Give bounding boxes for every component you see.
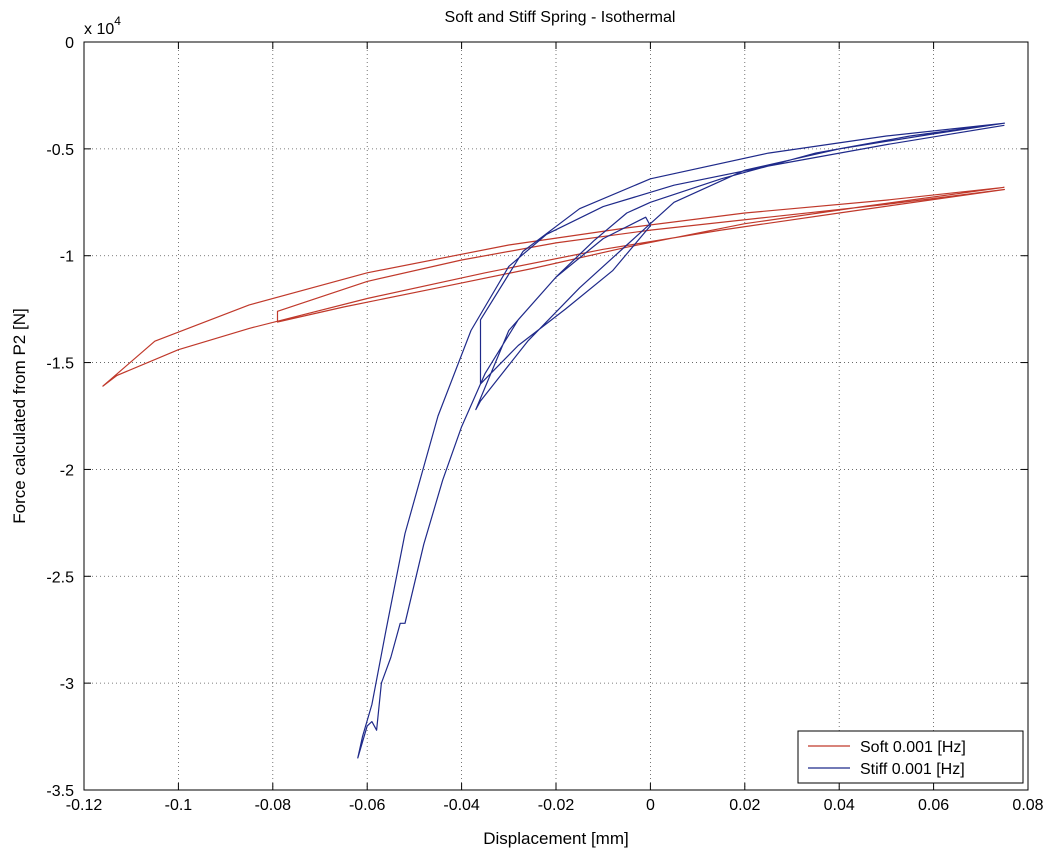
x-tick-label: 0.08: [1012, 797, 1043, 814]
y-axis-multiplier: x 104: [84, 14, 121, 38]
y-multiplier-exponent: 4: [114, 14, 121, 28]
grid: [84, 42, 1028, 790]
y-tick-label: -3: [60, 676, 74, 693]
x-tick-label: 0.02: [729, 797, 760, 814]
chart-title: Soft and Stiff Spring - Isothermal: [445, 9, 676, 26]
x-tick-label: 0: [646, 797, 655, 814]
x-tick-label: 0.04: [824, 797, 855, 814]
x-tick-label: -0.08: [255, 797, 292, 814]
x-tick-label: 0.06: [918, 797, 949, 814]
x-tick-label: -0.02: [538, 797, 575, 814]
y-tick-label: -2: [60, 462, 74, 479]
plot-series: [102, 122, 1006, 759]
y-tick-label: 0: [65, 35, 74, 52]
y-tick-label: -1: [60, 249, 74, 266]
y-tick-label: -0.5: [46, 142, 74, 159]
series-line-soft: [102, 186, 1006, 387]
x-tick-label: -0.06: [349, 797, 386, 814]
y-tick-label: -3.5: [46, 783, 74, 800]
y-tick-label: -1.5: [46, 356, 74, 373]
legend: Soft 0.001 [Hz] Stiff 0.001 [Hz]: [797, 730, 1024, 784]
x-tick-label: -0.12: [66, 797, 103, 814]
x-axis-label: Displacement [mm]: [483, 829, 628, 848]
legend-label-soft: Soft 0.001 [Hz]: [860, 739, 966, 756]
axis-ticks: -0.12 -0.1 -0.08 -0.06 -0.04 -0.02 0 0.02 0.04 0.…: [46, 35, 1043, 814]
y-axis-label: Force calculated from P2 [N]: [10, 308, 29, 523]
series-line-stiff: [357, 122, 1006, 759]
x-tick-label: -0.1: [165, 797, 193, 814]
legend-box: [797, 730, 1024, 784]
y-multiplier-base: x 10: [84, 21, 114, 38]
legend-label-stiff: Stiff 0.001 [Hz]: [860, 761, 965, 778]
x-tick-label: -0.04: [443, 797, 480, 814]
y-tick-label: -2.5: [46, 569, 74, 586]
